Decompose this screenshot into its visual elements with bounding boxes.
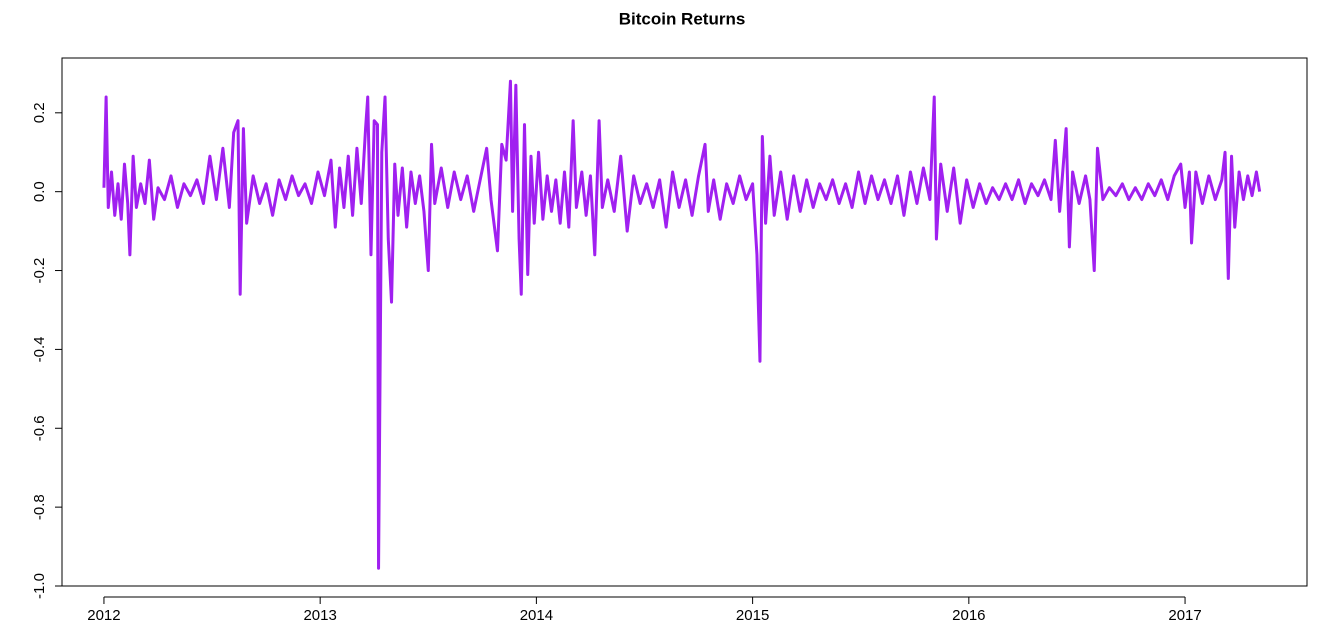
x-tick-label: 2015 (736, 607, 769, 624)
x-tick-label: 2014 (520, 607, 553, 624)
y-tick-label: -0.6 (31, 415, 48, 441)
x-tick-label: 2012 (87, 607, 120, 624)
x-tick-label: 2016 (952, 607, 985, 624)
y-tick-label: -0.8 (31, 494, 48, 520)
return-line (102, 79, 1262, 570)
y-tick-label: -0.2 (31, 258, 48, 284)
y-tick-label: -1.0 (31, 573, 48, 599)
x-tick-label: 2013 (303, 607, 336, 624)
y-tick-label: 0.0 (31, 181, 48, 202)
x-tick-label: 2017 (1168, 607, 1201, 624)
chart-title: Bitcoin Returns (619, 9, 746, 28)
y-tick-label: 0.2 (31, 102, 48, 123)
plot-box (61, 57, 1308, 587)
y-tick-label: -0.4 (31, 336, 48, 362)
